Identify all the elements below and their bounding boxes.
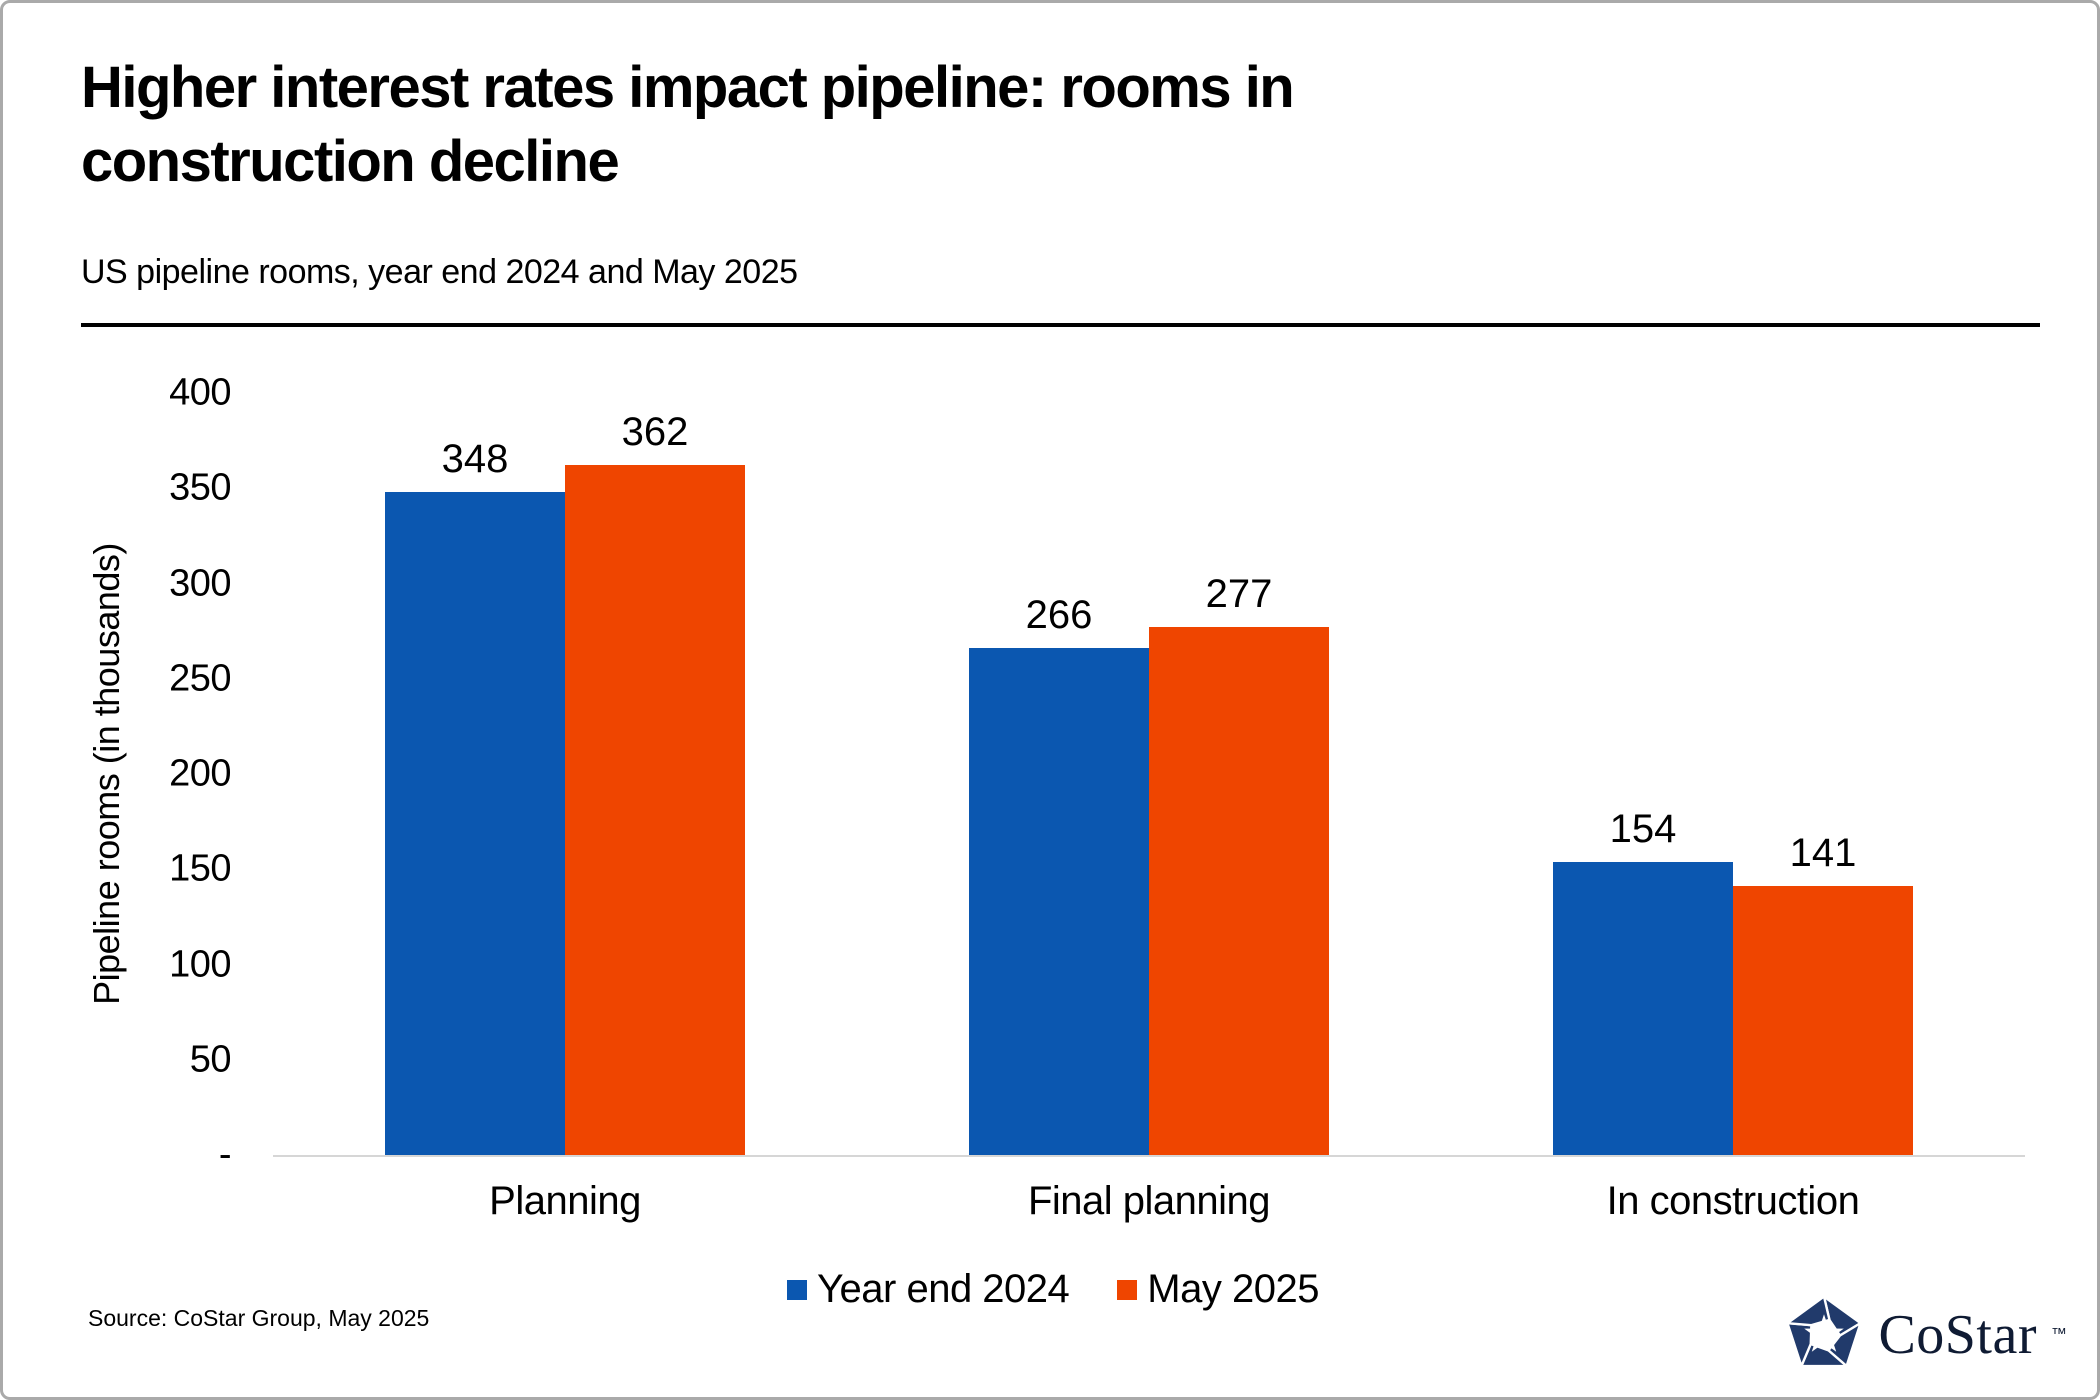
star-cutout: [1804, 1314, 1845, 1352]
bar-value-label: 141: [1789, 831, 1857, 876]
y-tick-label: 350: [169, 466, 231, 509]
title-divider: [81, 323, 2040, 327]
legend-label: May 2025: [1147, 1267, 1319, 1311]
legend-item: May 2025: [1117, 1267, 1319, 1312]
costar-trademark: ™: [2051, 1326, 2067, 1343]
bar-pair: 154 141: [1553, 393, 1913, 1155]
y-tick-label: 100: [169, 943, 231, 985]
bar-pair: 266 277: [969, 393, 1329, 1155]
costar-star-icon: [1786, 1295, 1863, 1368]
bar-value-label: 154: [1609, 806, 1677, 851]
legend-swatch: [787, 1279, 808, 1300]
bar-group: 266 277: [857, 393, 1441, 1155]
y-axis-ticks: 400 350 300 250 200 150 100 50 -: [3, 372, 232, 1176]
costar-logo: CoStar ™: [1784, 1295, 2067, 1375]
y-tick-label: -: [218, 1133, 232, 1176]
chart-subtitle: US pipeline rooms, year end 2024 and May…: [81, 253, 798, 291]
chart-title: Higher interest rates impact pipeline: r…: [81, 55, 1295, 195]
bar-value-label: 277: [1205, 572, 1273, 617]
bar-value-label: 362: [621, 410, 689, 455]
bar-may-2025: 141: [1733, 831, 1913, 1155]
bar-year-end-2024: 348: [385, 437, 565, 1155]
y-tick-label: 150: [169, 847, 231, 890]
bar-may-2025: 277: [1149, 572, 1329, 1155]
y-tick-label: 250: [169, 657, 231, 700]
legend: Year end 2024 May 2025: [3, 1267, 2097, 1312]
bar-value-label: 348: [441, 437, 509, 482]
y-tick-label: 50: [189, 1038, 232, 1081]
bar-may-2025: 362: [565, 410, 745, 1155]
category-label: Final planning: [1027, 1179, 1271, 1223]
source-note: Source: CoStar Group, May 2025: [88, 1305, 430, 1331]
costar-logo-text: CoStar: [1878, 1304, 2037, 1366]
legend-item: Year end 2024: [787, 1267, 1070, 1312]
legend-swatch: [1117, 1279, 1138, 1300]
bar-value-label: 266: [1025, 593, 1093, 638]
bar-year-end-2024: 266: [969, 593, 1149, 1155]
category-label: Planning: [489, 1179, 641, 1223]
y-tick-label: 400: [169, 371, 231, 414]
bar-group: 154 141: [1441, 393, 2025, 1155]
legend-label: Year end 2024: [817, 1267, 1070, 1311]
bar-year-end-2024: 154: [1553, 807, 1733, 1155]
bar-pair: 348 362: [385, 393, 745, 1155]
y-tick-label: 300: [169, 562, 231, 604]
bar-group: 348 362: [273, 393, 857, 1155]
category-label: In construction: [1606, 1179, 1860, 1223]
plot-area: 348 362 266 277 154 141: [273, 393, 2025, 1157]
y-tick-label: 200: [169, 752, 231, 795]
category-labels: Planning Final planning In construction: [273, 1179, 2025, 1224]
